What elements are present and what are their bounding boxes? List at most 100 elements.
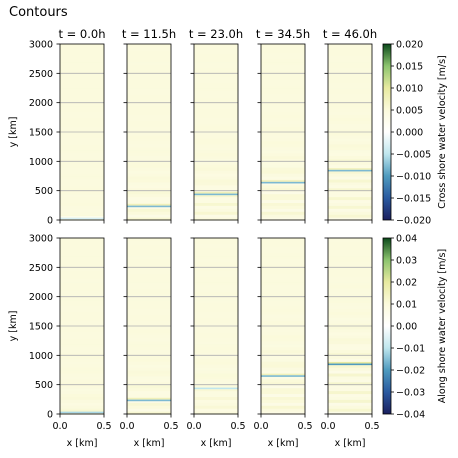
front-positive — [261, 180, 305, 182]
field-band — [60, 375, 104, 380]
field-band — [127, 120, 171, 124]
field-band — [328, 320, 372, 324]
field-band — [328, 399, 372, 403]
field-band — [261, 129, 305, 133]
field-band — [127, 96, 171, 101]
colorbar-tick-label: −0.005 — [396, 150, 431, 161]
field-band — [328, 164, 372, 168]
field-band — [194, 208, 238, 212]
field-band — [60, 240, 104, 245]
field-band — [328, 137, 372, 142]
field-band — [127, 114, 171, 118]
field-band — [127, 155, 171, 159]
field-band — [328, 173, 372, 177]
field-band — [127, 181, 171, 186]
field-band — [127, 337, 171, 342]
field-band — [261, 44, 305, 48]
field-band — [261, 258, 305, 263]
field-band — [127, 349, 171, 353]
field-band — [60, 243, 104, 248]
field-band — [60, 279, 104, 283]
field-band — [127, 267, 171, 271]
field-band — [60, 102, 104, 107]
field-band — [328, 199, 372, 203]
field-band — [328, 55, 372, 60]
field-band — [328, 155, 372, 159]
field-band — [328, 264, 372, 268]
field-band — [60, 287, 104, 292]
field-band — [60, 331, 104, 336]
field-band — [194, 334, 238, 339]
field-band — [328, 193, 372, 198]
field-band — [261, 378, 305, 383]
field-band — [127, 85, 171, 89]
front-negative — [60, 411, 104, 414]
field-band — [261, 123, 305, 127]
field-band — [60, 149, 104, 154]
field-band — [328, 93, 372, 98]
field-band — [194, 249, 238, 254]
field-band — [60, 132, 104, 136]
field-band — [127, 167, 171, 171]
colorbar — [382, 43, 392, 221]
field-band — [328, 384, 372, 389]
field-band — [127, 323, 171, 327]
field-band — [261, 408, 305, 412]
field-band — [127, 196, 171, 201]
field-band — [328, 323, 372, 327]
field-band — [127, 214, 171, 218]
field-band — [194, 73, 238, 77]
field-band — [194, 52, 238, 57]
field-band — [60, 249, 104, 254]
field-band — [60, 255, 104, 260]
field-band — [194, 246, 238, 251]
field-band — [261, 387, 305, 392]
field-band — [127, 279, 171, 283]
field-band — [261, 111, 305, 115]
field-band — [194, 261, 238, 265]
field-band — [194, 58, 238, 63]
field-band — [328, 214, 372, 218]
front-negative — [261, 181, 305, 184]
field-band — [261, 270, 305, 274]
field-band — [194, 302, 238, 307]
field-band — [261, 273, 305, 277]
field-band — [261, 261, 305, 265]
field-band — [127, 276, 171, 280]
field-band — [194, 132, 238, 136]
field-band — [60, 276, 104, 280]
field-band — [261, 370, 305, 374]
field-band — [328, 82, 372, 86]
field-band — [328, 202, 372, 206]
field-band — [60, 161, 104, 165]
field-band — [60, 193, 104, 198]
field-band — [328, 114, 372, 118]
front-negative — [194, 387, 238, 390]
field-band — [127, 393, 171, 397]
field-band — [261, 323, 305, 327]
front-positive — [261, 373, 305, 376]
colorbar-tick-label: −0.02 — [396, 366, 425, 377]
field-band — [261, 326, 305, 330]
field-band — [194, 143, 238, 148]
field-band — [194, 82, 238, 86]
field-band — [60, 123, 104, 127]
field-band — [261, 181, 305, 186]
field-band — [194, 126, 238, 130]
field-band — [60, 82, 104, 86]
field-band — [127, 346, 171, 351]
colorbar-tick-label: 0.010 — [396, 84, 423, 95]
field-band — [60, 120, 104, 124]
field-band — [127, 340, 171, 345]
field-band — [194, 314, 238, 318]
field-band — [328, 58, 372, 63]
field-band — [127, 240, 171, 245]
field-band — [127, 390, 171, 395]
field-band — [60, 211, 104, 215]
field-band — [194, 140, 238, 145]
field-band — [328, 181, 372, 186]
field-band — [261, 364, 305, 368]
field-band — [328, 211, 372, 215]
field-band — [60, 372, 104, 377]
field-band — [60, 202, 104, 206]
